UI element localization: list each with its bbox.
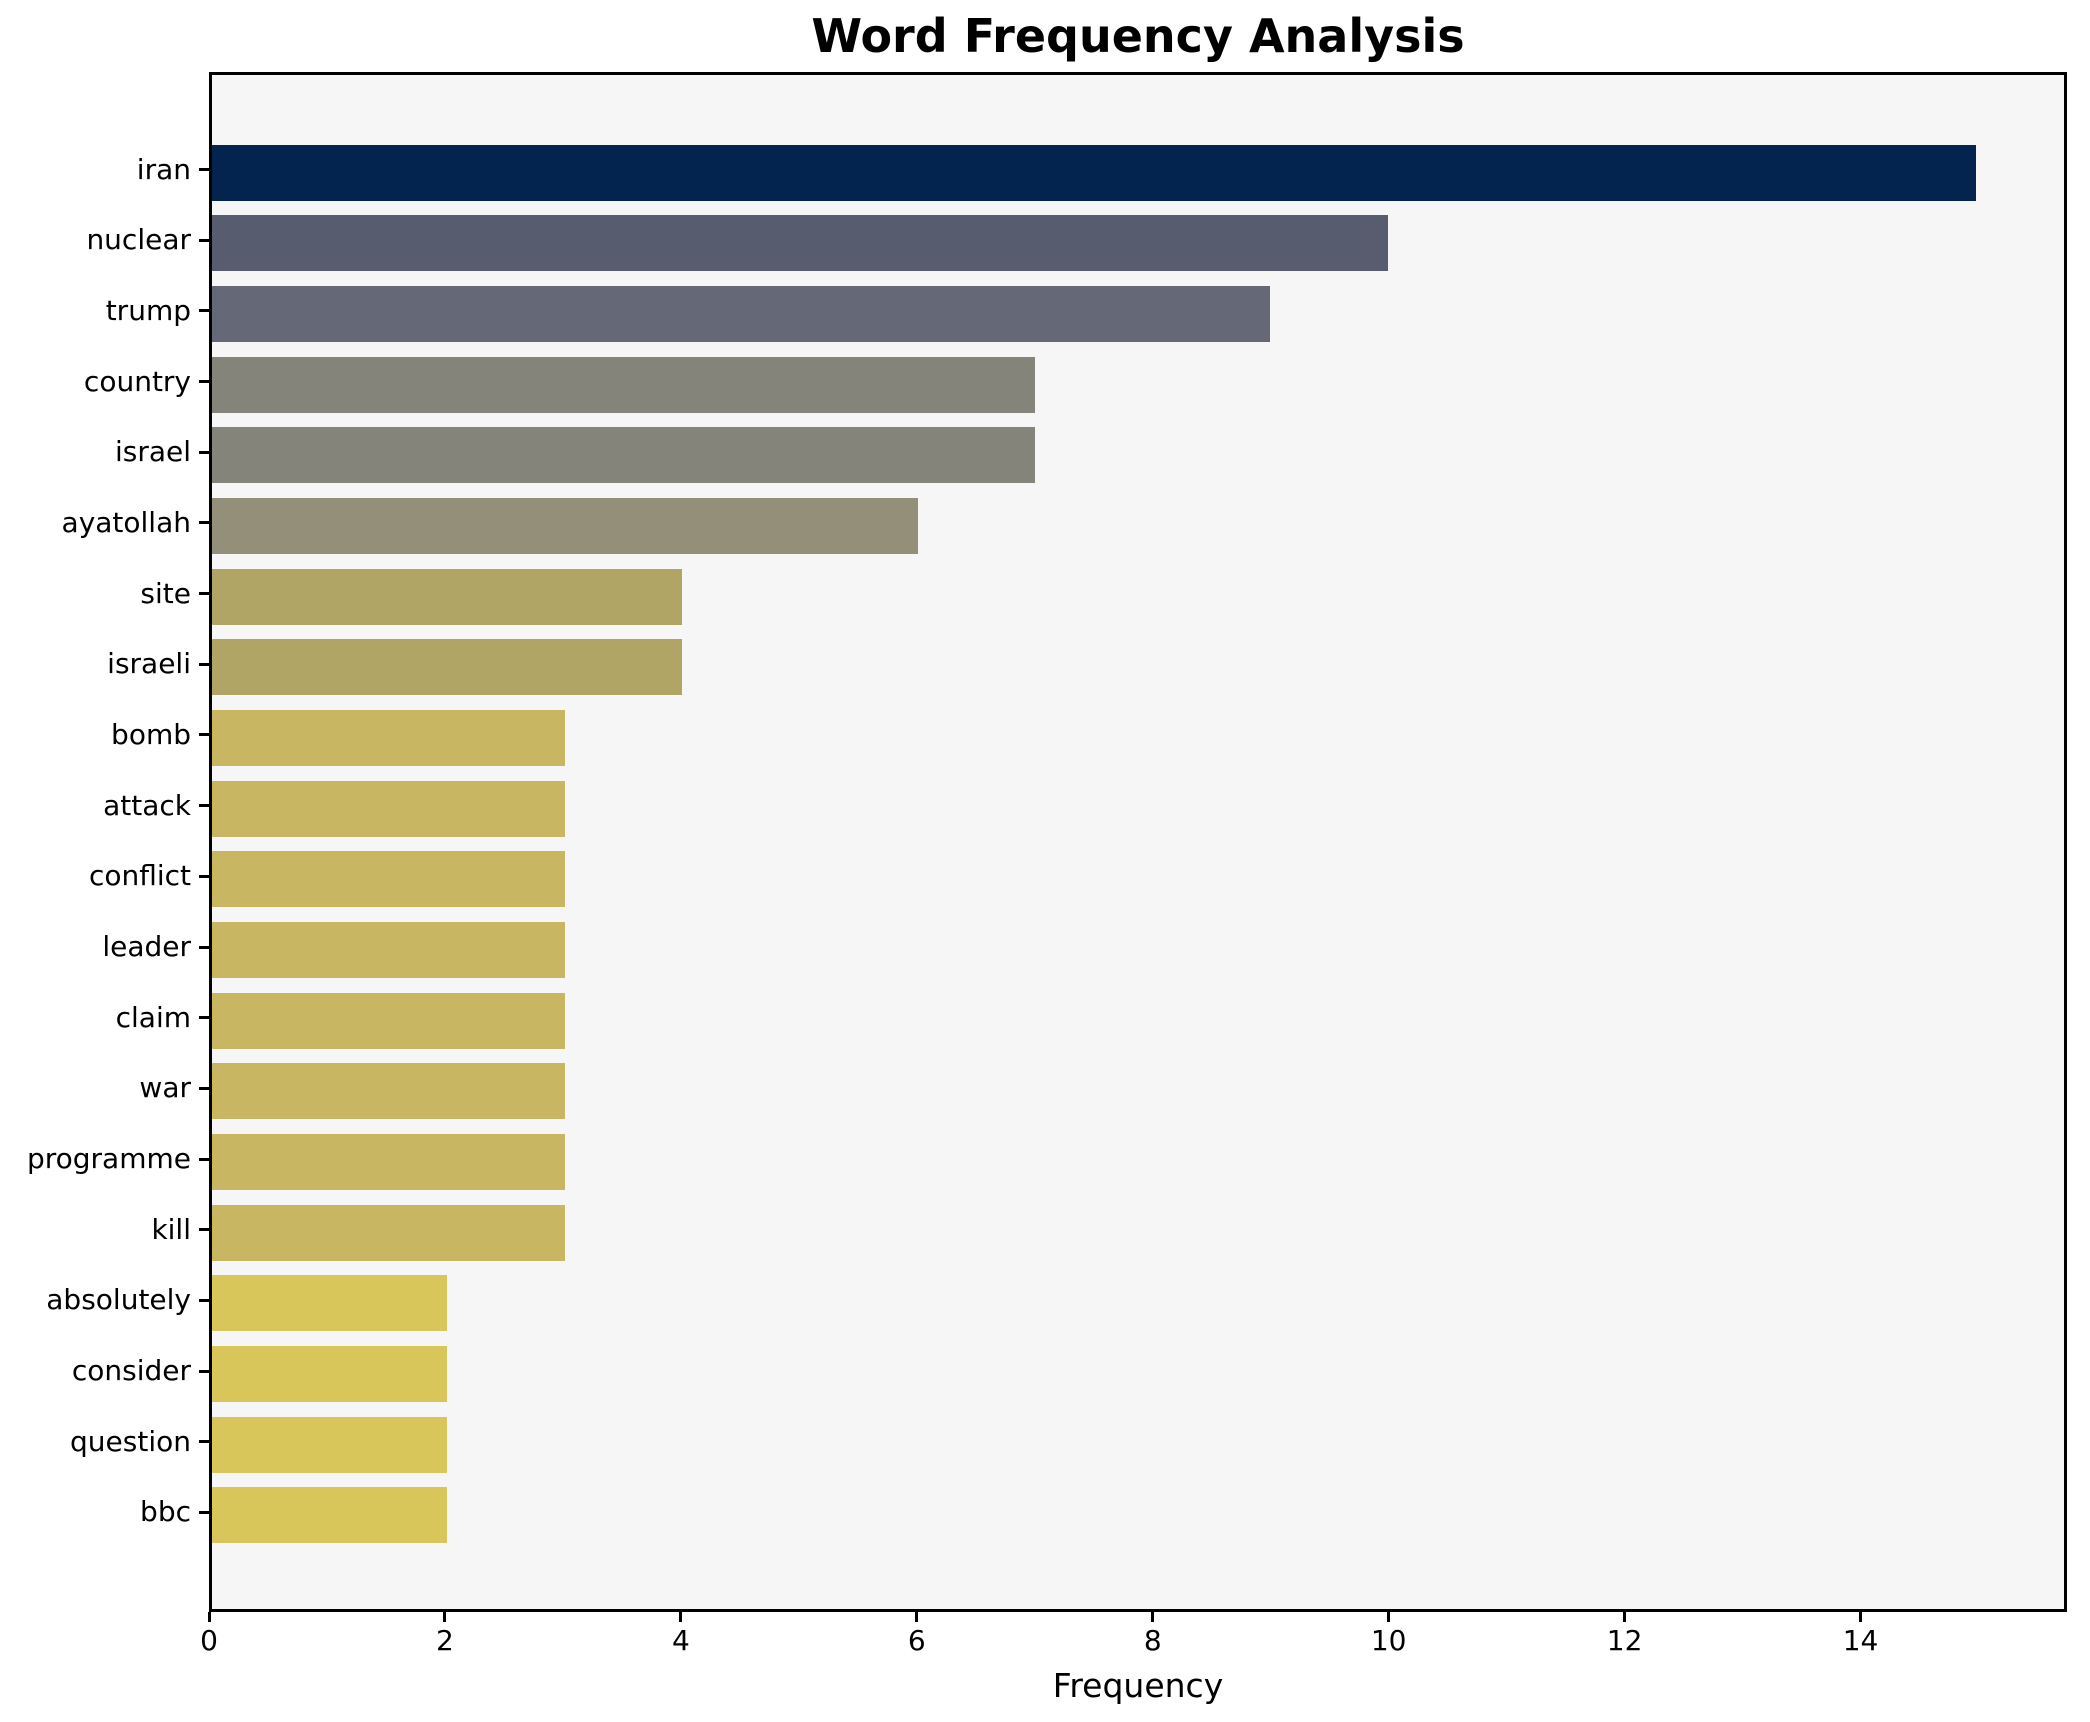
y-tick-label-bbc: bbc	[140, 1495, 191, 1529]
y-tick-label-kill: kill	[151, 1212, 191, 1246]
x-tick-label-8: 8	[1143, 1624, 1162, 1657]
x-tick-mark	[207, 1612, 211, 1622]
y-tick-mark	[199, 733, 209, 737]
x-tick-mark	[1859, 1612, 1863, 1622]
y-tick-label-site: site	[140, 576, 191, 610]
y-tick-label-question: question	[70, 1424, 191, 1458]
y-tick-mark	[199, 380, 209, 384]
y-tick-mark	[199, 309, 209, 313]
bar-country	[212, 356, 1036, 413]
bar-question	[212, 1416, 448, 1473]
y-tick-mark	[199, 238, 209, 242]
x-tick-label-14: 14	[1842, 1624, 1879, 1657]
bar-israel	[212, 427, 1036, 484]
bar-war	[212, 1063, 565, 1120]
x-tick-mark	[443, 1612, 447, 1622]
y-tick-label-ayatollah: ayatollah	[61, 505, 191, 539]
y-tick-mark	[199, 1440, 209, 1444]
y-tick-label-bomb: bomb	[111, 717, 191, 751]
bar-bbc	[212, 1487, 448, 1544]
x-tick-mark	[679, 1612, 683, 1622]
x-tick-label-10: 10	[1370, 1624, 1407, 1657]
y-tick-mark	[199, 1228, 209, 1232]
bar-ayatollah	[212, 497, 918, 554]
x-tick-mark	[1623, 1612, 1627, 1622]
y-tick-label-israel: israel	[114, 435, 191, 469]
bar-nuclear	[212, 215, 1388, 272]
y-tick-label-absolutely: absolutely	[46, 1283, 191, 1317]
y-tick-label-programme: programme	[26, 1142, 191, 1176]
bar-attack	[212, 780, 565, 837]
y-tick-label-consider: consider	[71, 1354, 191, 1388]
y-tick-mark	[199, 874, 209, 878]
x-tick-label-6: 6	[907, 1624, 926, 1657]
bar-iran	[212, 144, 1976, 201]
x-axis-label: Frequency	[1052, 1666, 1224, 1705]
y-tick-mark	[199, 1510, 209, 1514]
chart-title: Word Frequency Analysis	[811, 9, 1465, 63]
y-tick-label-claim: claim	[115, 1000, 191, 1034]
x-tick-mark	[1151, 1612, 1155, 1622]
y-tick-mark	[199, 945, 209, 949]
bar-conflict	[212, 851, 565, 908]
y-tick-mark	[199, 168, 209, 171]
x-tick-mark	[1387, 1612, 1391, 1622]
bar-absolutely	[212, 1275, 448, 1332]
y-tick-label-israeli: israeli	[107, 647, 191, 681]
y-tick-mark	[199, 592, 209, 596]
bar-leader	[212, 922, 565, 979]
y-tick-label-attack: attack	[103, 788, 191, 822]
bar-site	[212, 568, 683, 625]
y-tick-label-leader: leader	[102, 930, 191, 964]
x-tick-mark	[915, 1612, 919, 1622]
bar-claim	[212, 992, 565, 1049]
y-tick-mark	[199, 521, 209, 525]
x-tick-label-4: 4	[671, 1624, 690, 1657]
y-tick-label-nuclear: nuclear	[86, 223, 191, 257]
y-tick-label-country: country	[83, 364, 191, 398]
x-tick-label-0: 0	[200, 1624, 218, 1657]
bar-bomb	[212, 709, 565, 766]
x-tick-label-12: 12	[1606, 1624, 1643, 1657]
y-tick-mark	[199, 450, 209, 454]
y-tick-mark	[199, 1298, 209, 1302]
y-tick-mark	[199, 1369, 209, 1373]
y-tick-label-trump: trump	[105, 293, 191, 327]
bar-israeli	[212, 639, 683, 696]
bar-programme	[212, 1134, 565, 1191]
y-tick-mark	[199, 1086, 209, 1090]
y-tick-mark	[199, 804, 209, 808]
bar-consider	[212, 1346, 448, 1403]
x-tick-label-2: 2	[436, 1624, 454, 1657]
bar-kill	[212, 1204, 565, 1261]
y-tick-mark	[199, 1016, 209, 1020]
y-tick-label-conflict: conflict	[88, 859, 191, 893]
plot-area	[209, 72, 2067, 1612]
y-tick-label-iran: iran	[136, 152, 191, 186]
y-tick-label-war: war	[139, 1071, 191, 1105]
bar-trump	[212, 285, 1271, 342]
y-tick-mark	[199, 1157, 209, 1161]
y-tick-mark	[199, 662, 209, 666]
